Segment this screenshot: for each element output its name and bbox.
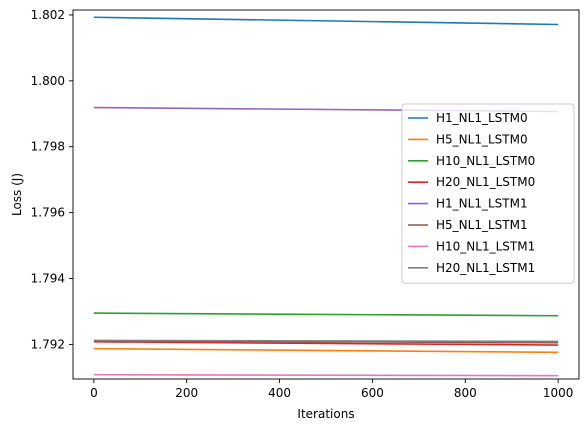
x-tick-label: 200 [175, 386, 198, 400]
y-tick-label: 1.794 [31, 272, 65, 286]
legend-label: H1_NL1_LSTM0 [436, 111, 528, 125]
y-tick-label: 1.802 [31, 8, 65, 22]
x-tick-label: 1000 [543, 386, 574, 400]
y-axis-label: Loss (J) [10, 173, 24, 216]
y-tick-label: 1.792 [31, 337, 65, 351]
y-axis-ticks: 1.792 1.794 1.796 1.798 1.800 1.802 [31, 8, 73, 351]
legend-label: H10_NL1_LSTM1 [436, 239, 535, 253]
series-line-h1-nl1-lstm0 [93, 16, 559, 26]
x-tick-label: 400 [268, 386, 291, 400]
series-layer [93, 16, 559, 377]
y-tick-label: 1.796 [31, 206, 65, 220]
series-line-h20-nl1-lstm1 [93, 339, 559, 343]
legend-label: H10_NL1_LSTM0 [436, 154, 535, 168]
legend-frame [401, 103, 575, 284]
series-line-h10-nl1-lstm1 [93, 373, 559, 377]
x-axis-ticks: 0 200 400 600 800 1000 [90, 379, 573, 400]
x-tick-label: 800 [454, 386, 477, 400]
plot-frame [72, 9, 580, 380]
legend-label: H5_NL1_LSTM1 [436, 218, 528, 232]
legend: H1_NL1_LSTM0 H5_NL1_LSTM0 H10_NL1_LSTM0 H20… [401, 103, 575, 284]
series-line-h20-nl1-lstm0 [93, 340, 559, 346]
x-tick-label: 0 [90, 386, 98, 400]
y-tick-label: 1.798 [31, 140, 65, 154]
y-tick-label: 1.800 [31, 74, 65, 88]
x-tick-label: 600 [361, 386, 384, 400]
x-axis-label: Iterations [297, 407, 354, 421]
legend-label: H5_NL1_LSTM0 [436, 132, 528, 146]
series-line-h5-nl1-lstm0 [93, 347, 559, 354]
series-line-h10-nl1-lstm0 [93, 312, 559, 317]
legend-label: H20_NL1_LSTM1 [436, 261, 535, 275]
legend-label: H1_NL1_LSTM1 [436, 197, 528, 211]
legend-label: H20_NL1_LSTM0 [436, 175, 535, 189]
